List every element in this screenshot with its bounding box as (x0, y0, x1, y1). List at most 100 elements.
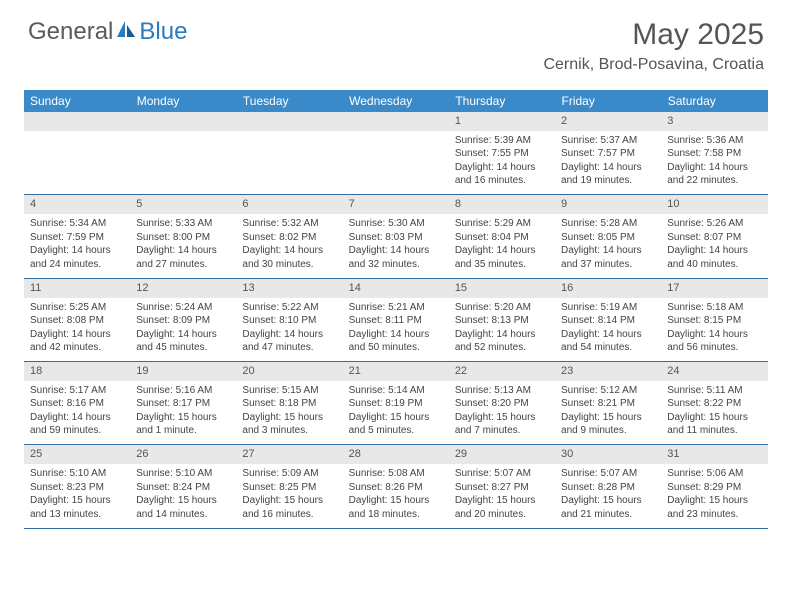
day-sr: Sunrise: 5:24 AM (136, 301, 230, 315)
day-number-cell: 4 (24, 195, 130, 214)
day-detail-cell: Sunrise: 5:24 AMSunset: 8:09 PMDaylight:… (130, 298, 236, 362)
day-detail-cell: Sunrise: 5:09 AMSunset: 8:25 PMDaylight:… (236, 464, 342, 528)
day-number-cell: 9 (555, 195, 661, 214)
day-sr: Sunrise: 5:32 AM (242, 217, 336, 231)
day-sr: Sunrise: 5:11 AM (667, 384, 761, 398)
header: General Blue May 2025 Cernik, Brod-Posav… (0, 0, 792, 82)
day-ss: Sunset: 8:20 PM (455, 397, 549, 411)
logo-text-blue: Blue (139, 18, 187, 46)
day-number-cell: 30 (555, 445, 661, 464)
day-ss: Sunset: 7:55 PM (455, 147, 549, 161)
day-number-cell: 29 (449, 445, 555, 464)
day-ss: Sunset: 8:17 PM (136, 397, 230, 411)
day-sr: Sunrise: 5:19 AM (561, 301, 655, 315)
logo-sail-icon (115, 18, 137, 46)
day-sr: Sunrise: 5:07 AM (561, 467, 655, 481)
day-sr: Sunrise: 5:12 AM (561, 384, 655, 398)
day-sr: Sunrise: 5:22 AM (242, 301, 336, 315)
weekday-header: Friday (555, 90, 661, 112)
day-d2: and 14 minutes. (136, 508, 230, 522)
day-number-cell: 21 (343, 362, 449, 381)
day-number-cell: 31 (661, 445, 767, 464)
day-ss: Sunset: 8:05 PM (561, 231, 655, 245)
day-number-cell: 28 (343, 445, 449, 464)
day-d2: and 1 minute. (136, 424, 230, 438)
day-d1: Daylight: 14 hours (30, 411, 124, 425)
day-d2: and 7 minutes. (455, 424, 549, 438)
day-d2: and 42 minutes. (30, 341, 124, 355)
day-ss: Sunset: 8:25 PM (242, 481, 336, 495)
day-d1: Daylight: 14 hours (455, 244, 549, 258)
day-number-cell: 1 (449, 112, 555, 131)
day-sr: Sunrise: 5:28 AM (561, 217, 655, 231)
day-d1: Daylight: 15 hours (561, 411, 655, 425)
day-d2: and 3 minutes. (242, 424, 336, 438)
day-ss: Sunset: 7:58 PM (667, 147, 761, 161)
day-detail-cell (130, 131, 236, 195)
day-sr: Sunrise: 5:10 AM (136, 467, 230, 481)
calendar-body: 123Sunrise: 5:39 AMSunset: 7:55 PMDaylig… (24, 112, 768, 528)
day-sr: Sunrise: 5:08 AM (349, 467, 443, 481)
calendar-table: SundayMondayTuesdayWednesdayThursdayFrid… (24, 90, 768, 529)
day-d2: and 13 minutes. (30, 508, 124, 522)
day-sr: Sunrise: 5:39 AM (455, 134, 549, 148)
day-d1: Daylight: 14 hours (242, 244, 336, 258)
day-ss: Sunset: 8:22 PM (667, 397, 761, 411)
day-sr: Sunrise: 5:29 AM (455, 217, 549, 231)
day-detail-cell: Sunrise: 5:07 AMSunset: 8:27 PMDaylight:… (449, 464, 555, 528)
day-ss: Sunset: 8:07 PM (667, 231, 761, 245)
detail-row: Sunrise: 5:25 AMSunset: 8:08 PMDaylight:… (24, 298, 768, 362)
day-d2: and 22 minutes. (667, 174, 761, 188)
day-sr: Sunrise: 5:37 AM (561, 134, 655, 148)
day-detail-cell: Sunrise: 5:36 AMSunset: 7:58 PMDaylight:… (661, 131, 767, 195)
day-detail-cell: Sunrise: 5:19 AMSunset: 8:14 PMDaylight:… (555, 298, 661, 362)
day-d1: Daylight: 14 hours (455, 328, 549, 342)
day-ss: Sunset: 8:00 PM (136, 231, 230, 245)
day-d1: Daylight: 15 hours (30, 494, 124, 508)
day-number-cell: 2 (555, 112, 661, 131)
day-d1: Daylight: 14 hours (667, 244, 761, 258)
day-number-cell: 17 (661, 278, 767, 297)
day-ss: Sunset: 8:13 PM (455, 314, 549, 328)
day-detail-cell: Sunrise: 5:06 AMSunset: 8:29 PMDaylight:… (661, 464, 767, 528)
detail-row: Sunrise: 5:34 AMSunset: 7:59 PM Daylight:… (24, 214, 768, 278)
day-d2: and 9 minutes. (561, 424, 655, 438)
day-detail-cell: Sunrise: 5:10 AMSunset: 8:24 PMDaylight:… (130, 464, 236, 528)
detail-row: Sunrise: 5:10 AMSunset: 8:23 PMDaylight:… (24, 464, 768, 528)
day-ss: Sunset: 7:57 PM (561, 147, 655, 161)
detail-row: Sunrise: 5:39 AMSunset: 7:55 PMDaylight:… (24, 131, 768, 195)
day-ss: Sunset: 8:03 PM (349, 231, 443, 245)
day-number-cell: 18 (24, 362, 130, 381)
day-d2: and 40 minutes. (667, 258, 761, 272)
day-sr: Sunrise: 5:17 AM (30, 384, 124, 398)
day-d2: and 30 minutes. (242, 258, 336, 272)
day-d2: and 59 minutes. (30, 424, 124, 438)
day-d1: Daylight: 14 hours (136, 244, 230, 258)
day-d2: and 27 minutes. (136, 258, 230, 272)
day-number-cell: 27 (236, 445, 342, 464)
day-number-cell (343, 112, 449, 131)
day-ss: Sunset: 7:59 PM (30, 231, 124, 245)
day-ss: Sunset: 8:08 PM (30, 314, 124, 328)
weekday-header: Tuesday (236, 90, 342, 112)
day-detail-cell: Sunrise: 5:29 AMSunset: 8:04 PMDaylight:… (449, 214, 555, 278)
day-d2: and 16 minutes. (242, 508, 336, 522)
day-d2: and 50 minutes. (349, 341, 443, 355)
daynum-row: 123 (24, 112, 768, 131)
day-sr: Sunrise: 5:34 AM (30, 217, 124, 231)
day-sr: Sunrise: 5:30 AM (349, 217, 443, 231)
title-block: May 2025 Cernik, Brod-Posavina, Croatia (543, 18, 764, 74)
day-d1: Daylight: 15 hours (136, 411, 230, 425)
day-d2: and 11 minutes. (667, 424, 761, 438)
day-ss: Sunset: 8:14 PM (561, 314, 655, 328)
day-sr: Sunrise: 5:13 AM (455, 384, 549, 398)
day-sr: Sunrise: 5:21 AM (349, 301, 443, 315)
day-detail-cell: Sunrise: 5:07 AMSunset: 8:28 PMDaylight:… (555, 464, 661, 528)
day-ss: Sunset: 8:21 PM (561, 397, 655, 411)
day-ss: Sunset: 8:10 PM (242, 314, 336, 328)
day-detail-cell: Sunrise: 5:33 AMSunset: 8:00 PMDaylight:… (130, 214, 236, 278)
day-sr: Sunrise: 5:20 AM (455, 301, 549, 315)
daynum-row: 45678910 (24, 195, 768, 214)
day-detail-cell: Sunrise: 5:17 AMSunset: 8:16 PMDaylight:… (24, 381, 130, 445)
day-detail-cell: Sunrise: 5:16 AMSunset: 8:17 PMDaylight:… (130, 381, 236, 445)
